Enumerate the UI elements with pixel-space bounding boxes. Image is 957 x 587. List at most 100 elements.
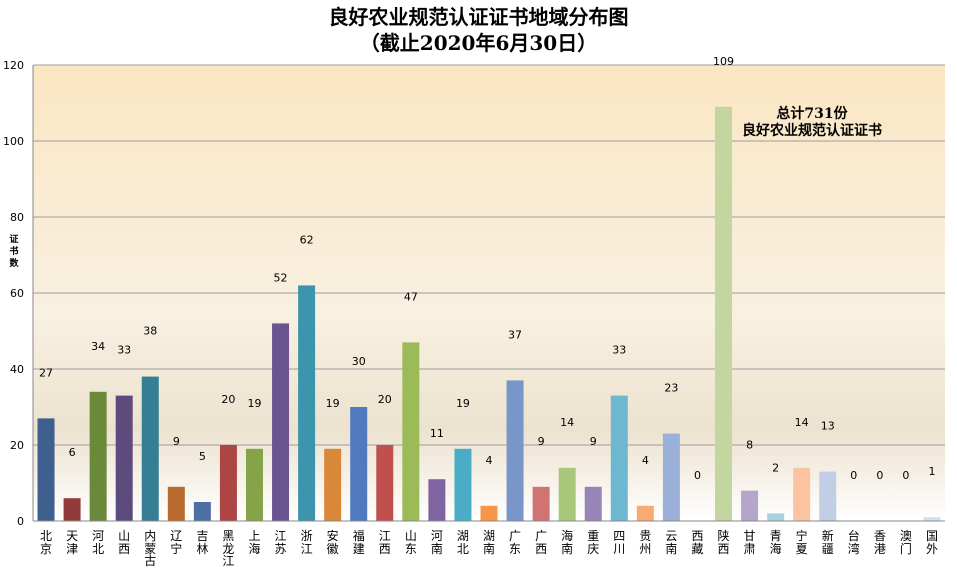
bar-上海 <box>245 448 263 521</box>
bar-吉林 <box>193 502 211 521</box>
bar-宁夏 <box>793 467 811 521</box>
x-tick-label-四川: 四川 <box>613 529 626 556</box>
x-tick-label-上海: 上海 <box>248 529 261 556</box>
bar-河北 <box>89 391 107 521</box>
bar-国外 <box>923 517 941 521</box>
bar-海南 <box>558 467 576 521</box>
x-tick-label-黑龙江: 黑龙江 <box>222 529 235 568</box>
x-tick-label-广西: 广西 <box>535 529 548 556</box>
total-annotation-line2: 良好农业规范认证证书 <box>742 122 882 139</box>
value-label-河南: 11 <box>430 427 444 440</box>
x-tick-label-吉林: 吉林 <box>196 529 209 556</box>
x-tick-label-重庆: 重庆 <box>587 529 600 556</box>
bar-四川 <box>610 395 628 521</box>
bar-陕西 <box>715 106 733 522</box>
x-tick-label-内蒙古: 内蒙古 <box>144 529 157 568</box>
x-tick-label-天津: 天津 <box>66 529 79 556</box>
value-label-西藏: 0 <box>694 469 701 482</box>
bar-新疆 <box>819 471 837 521</box>
bar-广西 <box>532 486 550 521</box>
value-label-河北: 34 <box>91 340 105 353</box>
chart-title-line1: 良好农业规范认证证书地域分布图 <box>328 5 629 29</box>
value-label-广东: 37 <box>508 328 522 341</box>
value-label-江西: 20 <box>378 393 392 406</box>
bar-辽宁 <box>167 486 185 521</box>
x-tick-label-澳门: 澳门 <box>899 529 912 556</box>
x-tick-label-陕西: 陕西 <box>717 529 730 556</box>
value-label-海南: 14 <box>560 416 574 429</box>
x-tick-label-宁夏: 宁夏 <box>795 529 808 556</box>
x-tick-label-福建: 福建 <box>352 529 365 556</box>
bar-湖南 <box>480 505 498 521</box>
value-label-重庆: 9 <box>590 435 597 448</box>
bar-江苏 <box>272 323 290 521</box>
value-label-上海: 19 <box>247 397 261 410</box>
x-tick-label-江苏: 江苏 <box>274 529 287 556</box>
value-label-福建: 30 <box>352 355 366 368</box>
x-tick-label-甘肃: 甘肃 <box>743 529 756 556</box>
value-label-甘肃: 8 <box>746 439 753 452</box>
bar-山东 <box>402 342 420 521</box>
x-tick-label-广东: 广东 <box>509 529 522 556</box>
x-tick-label-江西: 江西 <box>378 529 391 556</box>
value-label-天津: 6 <box>69 446 76 459</box>
y-tick-label: 20 <box>10 439 24 452</box>
value-label-新疆: 13 <box>821 420 835 433</box>
value-label-国外: 1 <box>928 465 935 478</box>
x-tick-label-云南: 云南 <box>665 529 678 556</box>
x-tick-label-浙江: 浙江 <box>300 529 313 556</box>
x-tick-label-安徽: 安徽 <box>326 529 339 556</box>
value-label-贵州: 4 <box>642 454 649 467</box>
x-tick-label-北京: 北京 <box>40 529 53 556</box>
x-tick-label-辽宁: 辽宁 <box>170 529 183 556</box>
value-label-山西: 33 <box>117 344 131 357</box>
value-label-辽宁: 9 <box>173 435 180 448</box>
value-label-四川: 33 <box>612 344 626 357</box>
x-tick-label-香港: 香港 <box>873 529 886 556</box>
value-label-香港: 0 <box>876 469 883 482</box>
x-tick-label-海南: 海南 <box>561 529 574 556</box>
value-label-宁夏: 14 <box>795 416 809 429</box>
value-label-湖北: 19 <box>456 397 470 410</box>
bar-福建 <box>350 407 368 521</box>
x-tick-label-台湾: 台湾 <box>847 529 860 556</box>
bar-江西 <box>376 445 394 521</box>
value-label-黑龙江: 20 <box>221 393 235 406</box>
x-tick-label-贵州: 贵州 <box>639 529 652 556</box>
bar-内蒙古 <box>141 376 159 521</box>
total-annotation-line1: 总计731份 <box>776 105 848 122</box>
value-label-浙江: 62 <box>300 233 314 246</box>
y-tick-label: 80 <box>10 211 24 224</box>
bar-浙江 <box>298 285 316 521</box>
y-axis-label: 证书数 <box>9 235 19 269</box>
value-label-陕西: 109 <box>713 55 734 68</box>
x-tick-label-山西: 山西 <box>118 529 131 556</box>
bar-黑龙江 <box>219 445 237 521</box>
bar-广东 <box>506 380 524 521</box>
x-tick-label-青海: 青海 <box>769 529 782 556</box>
y-tick-label: 120 <box>3 59 24 72</box>
x-tick-label-国外: 国外 <box>925 529 938 556</box>
value-label-北京: 27 <box>39 366 53 379</box>
value-label-青海: 2 <box>772 461 779 474</box>
chart-title: 良好农业规范认证证书地域分布图 （截止2020年6月30日） <box>0 4 957 56</box>
value-label-澳门: 0 <box>902 469 909 482</box>
x-tick-label-河南: 河南 <box>430 529 443 556</box>
value-label-云南: 23 <box>664 382 678 395</box>
value-label-内蒙古: 38 <box>143 325 157 338</box>
chart-subtitle: （截止2020年6月30日） <box>359 31 598 55</box>
y-tick-label: 60 <box>10 287 24 300</box>
bar-山西 <box>115 395 133 521</box>
bar-安徽 <box>324 448 342 521</box>
value-label-台湾: 0 <box>850 469 857 482</box>
y-tick-label: 0 <box>17 515 24 528</box>
bar-天津 <box>63 498 81 521</box>
x-tick-label-山东: 山东 <box>404 529 417 556</box>
bar-湖北 <box>454 448 472 521</box>
bar-河南 <box>428 479 446 521</box>
value-label-吉林: 5 <box>199 450 206 463</box>
value-label-湖南: 4 <box>486 454 493 467</box>
value-label-广西: 9 <box>538 435 545 448</box>
x-tick-label-西藏: 西藏 <box>691 529 704 556</box>
value-label-江苏: 52 <box>274 271 288 284</box>
